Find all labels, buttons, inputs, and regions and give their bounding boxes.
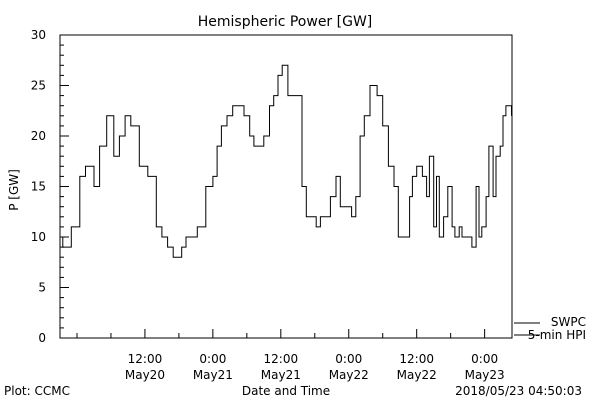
y-tick-label: 20 bbox=[31, 129, 46, 143]
x-tick-label-date: May21 bbox=[193, 368, 233, 382]
legend-source-label: SWPC bbox=[551, 315, 586, 329]
x-tick-label-date: May20 bbox=[125, 368, 165, 382]
plot-frame bbox=[59, 34, 513, 339]
y-tick-label: 5 bbox=[38, 281, 46, 295]
series-layer bbox=[60, 64, 512, 258]
plot-credit: Plot: CCMC bbox=[4, 384, 70, 398]
y-tick-label: 15 bbox=[31, 180, 46, 194]
x-tick-label-time: 0:00 bbox=[471, 352, 498, 366]
x-tick-label-date: May22 bbox=[329, 368, 369, 382]
x-axis-label: Date and Time bbox=[242, 384, 330, 398]
plot-timestamp: 2018/05/23 04:50:03 bbox=[455, 384, 582, 398]
y-tick-label: 25 bbox=[31, 79, 46, 93]
x-tick-label-time: 0:00 bbox=[199, 352, 226, 366]
y-axis-label: P [GW] bbox=[7, 169, 21, 211]
y-tick-label: 10 bbox=[31, 230, 46, 244]
x-tick-label-time: 12:00 bbox=[399, 352, 434, 366]
y-tick-label: 30 bbox=[31, 28, 46, 42]
series-line-hpi bbox=[60, 64, 512, 258]
x-tick-label-date: May21 bbox=[261, 368, 301, 382]
x-tick-label-time: 12:00 bbox=[264, 352, 299, 366]
chart-legend: SWPC 5-min HPI bbox=[514, 315, 586, 342]
x-tick-label-date: May22 bbox=[397, 368, 437, 382]
chart-title: Hemispheric Power [GW] bbox=[198, 14, 373, 30]
x-tick-label-date: May23 bbox=[465, 368, 505, 382]
axes-layer: 0 5 10 15 20 25 30 12:00 May20 0:00 May21 12:00 May2… bbox=[31, 28, 513, 382]
legend-series-label: 5-min HPI bbox=[528, 328, 586, 342]
y-tick-label: 0 bbox=[38, 331, 46, 345]
x-tick-label-time: 12:00 bbox=[128, 352, 163, 366]
x-tick-label-time: 0:00 bbox=[335, 352, 362, 366]
